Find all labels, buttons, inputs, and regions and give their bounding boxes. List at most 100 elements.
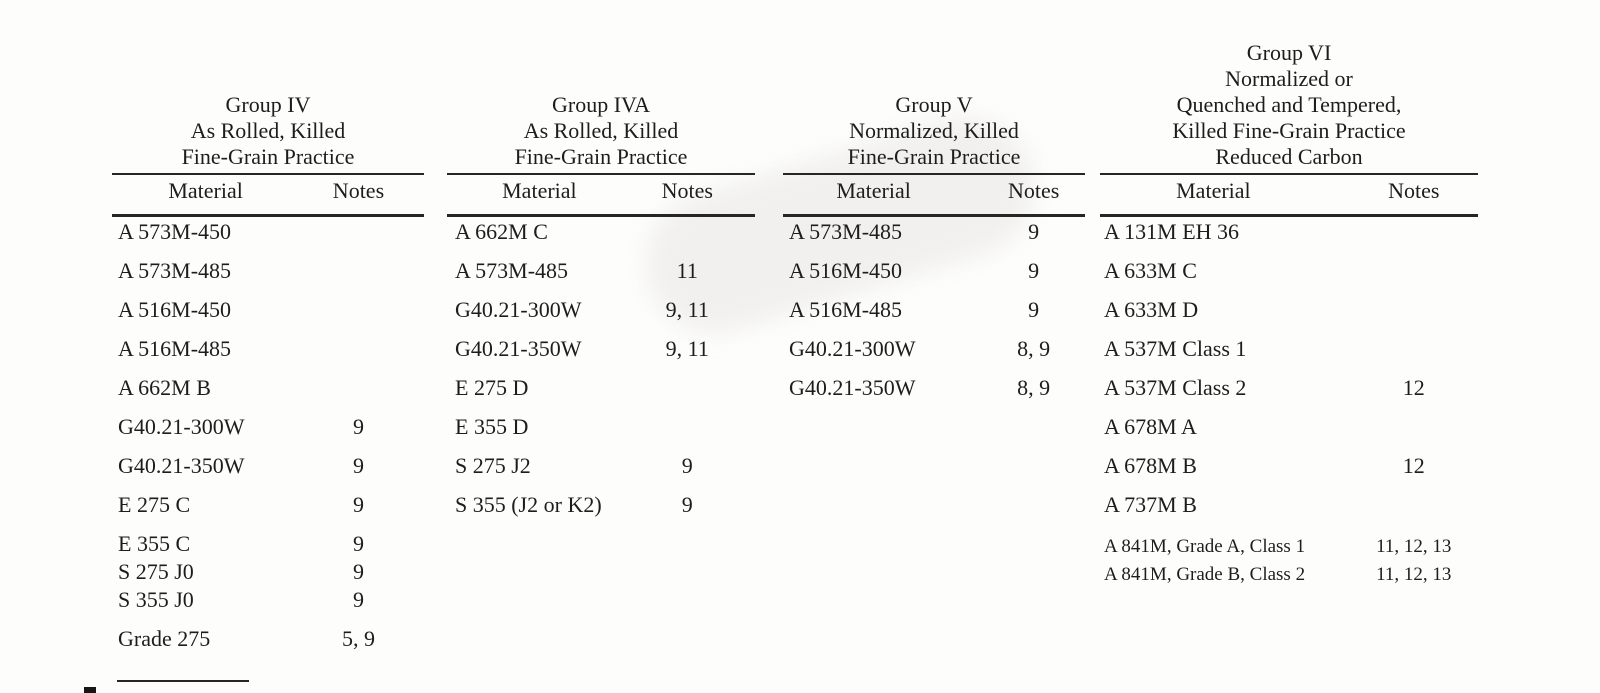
table-row: A 537M Class 2 12 <box>1100 377 1478 399</box>
material-cell: A 678M B <box>1104 453 1197 478</box>
rows-container: A 131M EH 36 A 633M C A 633M D A 537M Class… <box>1100 221 1478 586</box>
header-rule-top <box>112 173 424 175</box>
material-column-header: Material <box>1176 178 1251 203</box>
material-cell: G40.21-300W <box>118 414 245 439</box>
material-cell: A 841M, Grade A, Class 1 <box>1104 536 1306 557</box>
group-title: Group V Normalized, Killed Fine-Grain Prac… <box>743 92 1125 170</box>
table-row: A 516M-485 <box>112 338 424 360</box>
notes-cell: 9, 11 <box>665 336 709 361</box>
table-row: A 516M-450 9 <box>783 260 1085 282</box>
material-cell: A 516M-485 <box>118 336 232 361</box>
material-cell: A 662M C <box>455 219 548 244</box>
rows-container: A 573M-485 9 A 516M-450 9 A 516M-485 9 G40.21-… <box>783 221 1085 399</box>
material-group-column-group-iv: Group IV As Rolled, Killed Fine-Grain Prac… <box>112 0 424 693</box>
table-row: A 573M-485 11 <box>447 260 755 282</box>
material-cell: S 275 J2 <box>455 453 531 478</box>
group-title-line: Normalized or <box>1225 66 1353 91</box>
table-row: A 633M D <box>1100 299 1478 321</box>
column-header-row: Material Notes <box>783 179 1085 203</box>
group-title-line: Group VI <box>1246 40 1332 65</box>
notes-cell: 9 <box>352 453 364 478</box>
notes-cell: 9 <box>1028 219 1040 244</box>
header-rule-top <box>1100 173 1478 175</box>
material-cell: A 537M Class 1 <box>1104 336 1247 361</box>
notes-column-header: Notes <box>1388 178 1440 203</box>
material-cell: A 841M, Grade B, Class 2 <box>1104 564 1306 585</box>
rows-container: A 662M C A 573M-485 11 G40.21-300W 9, 11 G40.… <box>447 221 755 516</box>
notes-cell: 5, 9 <box>341 626 375 651</box>
table-row: A 537M Class 1 <box>1100 338 1478 360</box>
notes-cell: 9 <box>352 559 364 584</box>
material-cell: A 537M Class 2 <box>1104 375 1247 400</box>
table-row: A 737M B <box>1100 494 1478 516</box>
table-row: S 355 J0 9 <box>112 589 424 611</box>
material-cell: A 573M-450 <box>118 219 232 244</box>
table-row: A 678M A <box>1100 416 1478 438</box>
table-row: A 841M, Grade A, Class 1 11, 12, 13 <box>1100 536 1478 558</box>
group-title-line: Quenched and Tempered, <box>1176 92 1402 117</box>
notes-column-header: Notes <box>332 178 385 203</box>
material-cell: Grade 275 <box>118 626 211 651</box>
material-cell: S 355 J0 <box>118 587 194 612</box>
table-row: A 573M-485 9 <box>783 221 1085 243</box>
table-row: E 275 D <box>447 377 755 399</box>
material-column-header: Material <box>836 178 911 203</box>
table-row: S 275 J2 9 <box>447 455 755 477</box>
group-title: Group VI Normalized or Quenched and Temper… <box>1060 40 1518 170</box>
notes-column-header: Notes <box>1007 178 1060 203</box>
column-header-row: Material Notes <box>112 179 424 203</box>
header-rule-bottom <box>112 214 424 217</box>
material-cell: S 355 (J2 or K2) <box>455 492 602 517</box>
material-cell: A 516M-450 <box>118 297 232 322</box>
group-title-line: Group IVA <box>552 92 650 117</box>
header-rule-bottom <box>783 214 1085 217</box>
material-cell: G40.21-350W <box>118 453 245 478</box>
material-group-column-group-v: Group V Normalized, Killed Fine-Grain Prac… <box>783 0 1085 693</box>
group-title-line: Fine-Grain Practice <box>514 144 688 169</box>
notes-cell: 9 <box>352 531 364 556</box>
table-row: G40.21-300W 9 <box>112 416 424 438</box>
table-row: S 355 (J2 or K2) 9 <box>447 494 755 516</box>
material-cell: G40.21-300W <box>789 336 916 361</box>
table-row: G40.21-300W 8, 9 <box>783 338 1085 360</box>
table-row: E 275 C 9 <box>112 494 424 516</box>
table-row: A 662M C <box>447 221 755 243</box>
group-title-line: Killed Fine-Grain Practice <box>1172 118 1406 143</box>
material-cell: A 573M-485 <box>789 219 903 244</box>
footnote-rule <box>117 680 249 682</box>
material-cell: G40.21-300W <box>455 297 582 322</box>
table-row: A 841M, Grade B, Class 2 11, 12, 13 <box>1100 564 1478 586</box>
material-group-column-group-vi: Group VI Normalized or Quenched and Temper… <box>1100 0 1478 693</box>
group-title: Group IV As Rolled, Killed Fine-Grain Prac… <box>72 92 464 170</box>
group-title-line: Fine-Grain Practice <box>847 144 1021 169</box>
table-row: A 633M C <box>1100 260 1478 282</box>
material-cell: A 573M-485 <box>455 258 569 283</box>
notes-cell: 11 <box>676 258 698 283</box>
group-title-line: As Rolled, Killed <box>523 118 679 143</box>
group-title-line: As Rolled, Killed <box>190 118 346 143</box>
group-title-line: Reduced Carbon <box>1215 144 1363 169</box>
group-title-line: Group V <box>895 92 973 117</box>
group-title-line: Normalized, Killed <box>849 118 1019 143</box>
group-title: Group IVA As Rolled, Killed Fine-Grain Pra… <box>407 92 795 170</box>
table-row: S 275 J0 9 <box>112 561 424 583</box>
material-column-header: Material <box>168 178 243 203</box>
notes-cell: 11, 12, 13 <box>1376 564 1452 585</box>
material-cell: A 678M A <box>1104 414 1197 439</box>
material-cell: A 633M C <box>1104 258 1197 283</box>
material-cell: A 737M B <box>1104 492 1197 517</box>
table-row: A 662M B <box>112 377 424 399</box>
header-rule-top <box>447 173 755 175</box>
notes-cell: 9 <box>352 587 364 612</box>
header-rule-bottom <box>447 214 755 217</box>
table-row: A 516M-450 <box>112 299 424 321</box>
table-row: E 355 D <box>447 416 755 438</box>
notes-cell: 9 <box>681 492 693 517</box>
notes-cell: 12 <box>1402 453 1425 478</box>
notes-cell: 9 <box>1028 297 1040 322</box>
table-row: G40.21-350W 9, 11 <box>447 338 755 360</box>
material-group-column-group-iva: Group IVA As Rolled, Killed Fine-Grain Pra… <box>447 0 755 693</box>
material-cell: A 633M D <box>1104 297 1199 322</box>
header-rule-top <box>783 173 1085 175</box>
